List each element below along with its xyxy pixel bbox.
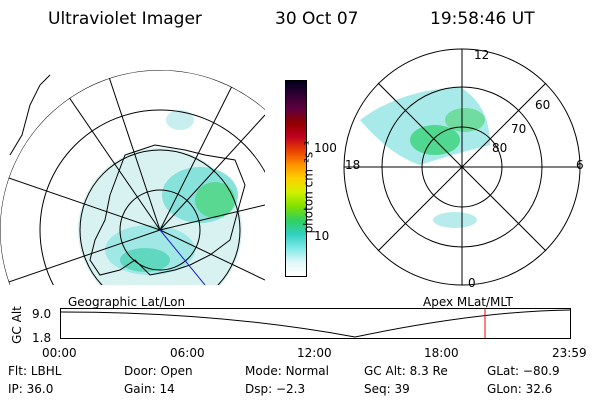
polar-mlt-panel: 12 18 6 0 60 70 80 [343,48,584,290]
info-filter: Flt: LBHL [8,364,62,378]
info-glat: GLat: −80.9 [487,364,560,378]
alt-tick-1-8: 1.8 [32,331,52,345]
info-door: Door: Open [124,364,193,378]
apex-caption: Apex MLat/MLT [423,295,513,309]
mlt-grid [343,48,581,286]
info-seq: Seq: 39 [364,382,410,396]
uv-emission-right [360,87,490,228]
altitude-plot [60,308,571,339]
colorbar [285,80,307,277]
colorbar-unit-label: photon cm⁻²s⁻¹ [301,140,316,234]
info-mode: Mode: Normal [245,364,329,378]
mlt-label-6: 6 [576,158,584,172]
colorbar-tick-10: 10 [314,229,330,243]
geo-grid [0,70,265,285]
sun-direction-line [159,229,206,285]
observation-date: 30 Oct 07 [275,9,359,29]
time-tick-2359: 23:59 [552,346,587,360]
observation-time: 19:58:46 UT [430,9,535,29]
alt-tick-9: 9.0 [32,307,52,321]
lat-label-60: 60 [535,98,550,112]
geographic-image-panel [0,70,265,285]
time-tick-0000: 00:00 [42,346,77,360]
info-gain: Gain: 14 [124,382,175,396]
mlt-label-18: 18 [345,158,360,172]
mlt-label-0: 0 [468,276,476,290]
uv-emission-left [78,110,242,285]
time-tick-1800: 18:00 [424,346,459,360]
time-tick-1200: 12:00 [297,346,332,360]
lat-label-70: 70 [511,122,526,136]
mlt-label-12: 12 [474,48,489,62]
coastline-fragment [9,74,51,156]
info-ip: IP: 36.0 [8,382,54,396]
antarctica-coastline [89,144,246,276]
info-gc-alt: GC Alt: 8.3 Re [364,364,448,378]
time-tick-0600: 06:00 [170,346,205,360]
instrument-title: Ultraviolet Imager [48,9,202,29]
geographic-caption: Geographic Lat/Lon [68,295,186,309]
info-dsp: Dsp: −2.3 [245,382,306,396]
info-glon: GLon: 32.6 [487,382,553,396]
lat-label-80: 80 [492,141,507,155]
alt-axis-label: GC Alt [9,306,24,344]
altitude-curve [60,309,571,338]
colorbar-tick-100: 100 [314,141,337,155]
